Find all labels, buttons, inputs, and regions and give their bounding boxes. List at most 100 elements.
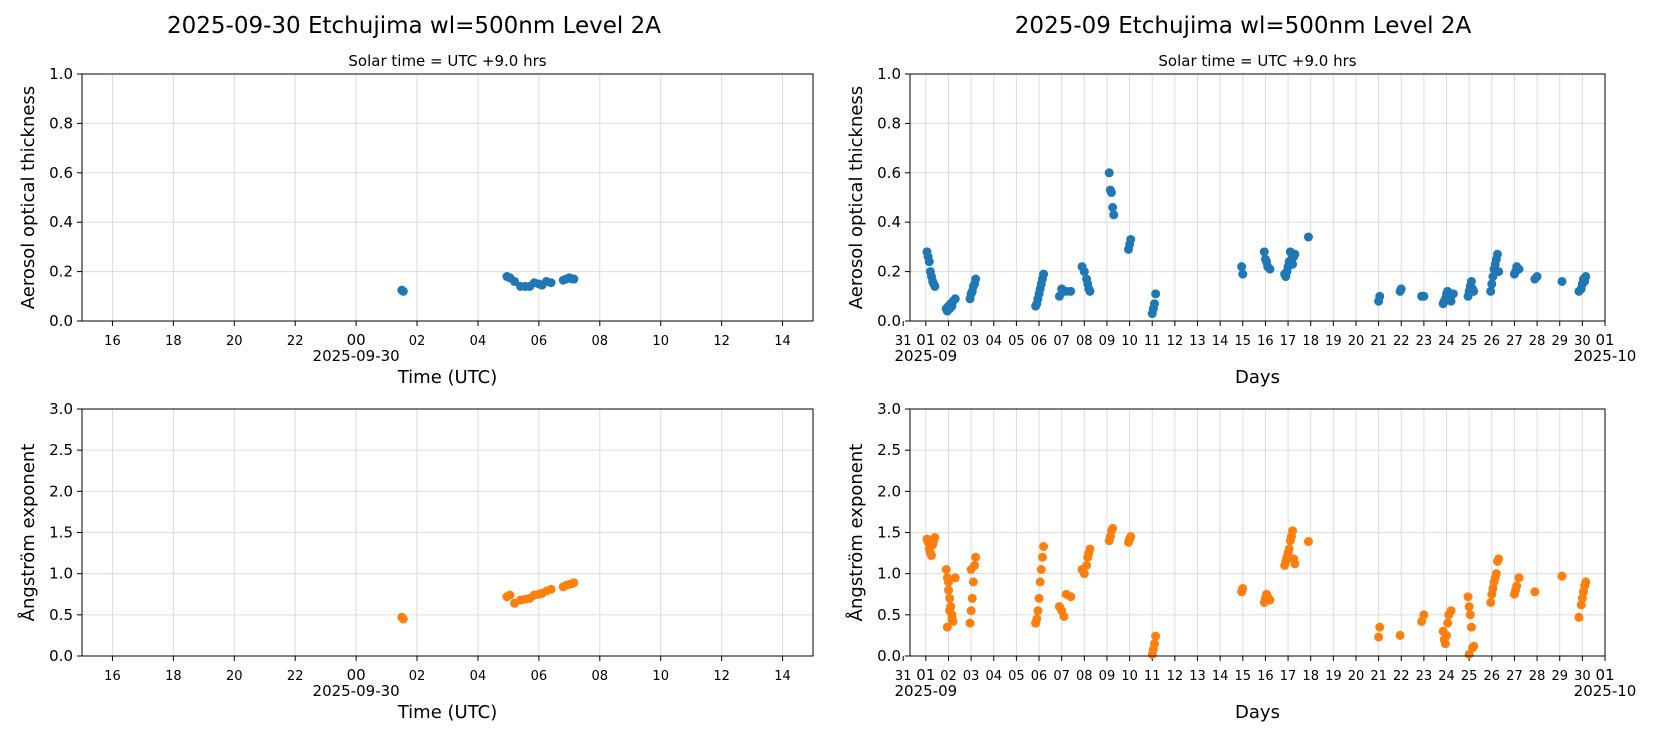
x-tick-label: 11 — [1144, 669, 1161, 684]
data-point — [1151, 631, 1161, 641]
data-point — [1149, 639, 1159, 649]
x-tick-label: 18 — [1302, 669, 1319, 684]
data-point — [1581, 577, 1591, 587]
daily-aot-chart: 16 18 20 22 00 02 04 06 08 10 12 14 0.0 0.2 0.4 0.6 0.8 1… — [18, 52, 814, 388]
x-tick-label: 22 — [287, 334, 304, 349]
data-point — [1581, 272, 1591, 282]
x-tick-label: 22 — [1393, 669, 1410, 684]
data-point — [1374, 632, 1384, 642]
data-point — [1465, 610, 1475, 620]
data-point — [966, 606, 976, 616]
data-point — [942, 622, 952, 632]
x-tick-label: 24 — [1438, 334, 1455, 349]
x-tick-label: 17 — [1280, 334, 1297, 349]
data-point — [1419, 291, 1429, 301]
data-point — [1532, 272, 1542, 282]
data-point — [1375, 622, 1385, 632]
monthly-angstrom-chart: 31 01 02 03 04 05 06 07 08 09 10 11 12 13 14 15 16 17 18 19… — [845, 400, 1636, 723]
y-tick-label: 0.0 — [49, 312, 73, 330]
x-tick-label: 03 — [963, 669, 980, 684]
x-tick-label: 23 — [1416, 669, 1433, 684]
plot-frame — [81, 73, 814, 322]
data-point — [1466, 622, 1476, 632]
x-tick-label: 01 — [916, 666, 935, 684]
y-tick-label: 1.0 — [877, 65, 901, 83]
x-tick-label: 14 — [1212, 334, 1229, 349]
data-point — [950, 573, 960, 583]
data-point — [1106, 188, 1116, 198]
month-end-label: 2025-10 — [1574, 347, 1637, 365]
data-point — [1486, 286, 1496, 296]
data-point — [1487, 279, 1497, 289]
data-point — [945, 606, 955, 616]
chart-panels: 16 18 20 22 00 02 04 06 08 10 12 14 0.0 0.2 0.4 0.6 0.8 1… — [17, 52, 1636, 723]
data-point — [1530, 587, 1540, 597]
x-tick-label: 30 — [1574, 334, 1591, 349]
x-tick-label: 16 — [1257, 669, 1274, 684]
x-tick-label: 13 — [1189, 334, 1206, 349]
data-point — [1079, 569, 1089, 579]
data-point — [546, 584, 556, 594]
x-tick-label: 00 — [347, 666, 366, 684]
x-axis-label: Time (UTC) — [397, 702, 498, 723]
right-figure-title: 2025-09 Etchujima wl=500nm Level 2A — [1015, 13, 1472, 39]
y-axis-label: Ångström exponent — [17, 444, 39, 622]
data-point — [1375, 291, 1385, 301]
data-point — [1303, 537, 1313, 547]
y-tick-label: 0.8 — [49, 114, 73, 132]
x-tick-label: 16 — [104, 669, 121, 684]
x-tick-label: 04 — [985, 334, 1002, 349]
data-point — [398, 286, 408, 296]
x-tick-label: 30 — [1574, 669, 1591, 684]
plot-frame — [81, 408, 814, 657]
data-point — [971, 274, 981, 284]
x-tick-label: 29 — [1551, 334, 1568, 349]
x-tick-label: 06 — [1031, 669, 1048, 684]
data-point — [1126, 532, 1136, 542]
plot-frame — [909, 408, 1606, 657]
x-tick-label: 21 — [1370, 669, 1387, 684]
data-point — [943, 577, 953, 587]
data-point — [1486, 597, 1496, 607]
data-point — [569, 274, 579, 284]
data-point — [924, 257, 934, 267]
x-tick-label: 27 — [1506, 669, 1523, 684]
data-point — [546, 278, 556, 288]
data-point — [1059, 611, 1069, 621]
data-point — [941, 565, 951, 575]
data-point — [1149, 299, 1159, 309]
y-tick-label: 0.4 — [49, 213, 73, 231]
data-point — [1303, 232, 1313, 242]
data-point — [1440, 639, 1450, 649]
data-point — [1464, 649, 1474, 659]
data-point — [1259, 247, 1269, 257]
data-point — [1032, 614, 1042, 624]
data-point — [510, 276, 520, 286]
month-end-label: 2025-10 — [1574, 682, 1637, 700]
month-start-label: 2025-09 — [895, 347, 958, 365]
left-figure-title: 2025-09-30 Etchujima wl=500nm Level 2A — [167, 13, 661, 39]
x-tick-label: 18 — [165, 334, 182, 349]
data-point — [1037, 552, 1047, 562]
x-tick-label: 17 — [1280, 669, 1297, 684]
y-tick-label: 1.5 — [49, 524, 73, 542]
y-tick-label: 0.5 — [49, 606, 73, 624]
data-point — [943, 585, 953, 595]
x-tick-label: 31 — [895, 334, 912, 349]
data-point — [1448, 289, 1458, 299]
data-point — [1265, 595, 1275, 605]
x-tick-label: 10 — [652, 669, 669, 684]
y-tick-label: 1.0 — [49, 565, 73, 583]
x-tick-label: 20 — [1348, 669, 1365, 684]
data-point — [1466, 276, 1476, 286]
y-tick-label: 0.4 — [877, 213, 901, 231]
x-tick-label: 03 — [963, 334, 980, 349]
data-point — [1079, 267, 1089, 277]
data-point — [1494, 554, 1504, 564]
data-point — [945, 593, 955, 603]
x-tick-label: 01 — [1595, 331, 1614, 349]
x-tick-label: 04 — [985, 669, 1002, 684]
y-tick-label: 1.0 — [877, 565, 901, 583]
data-point — [1463, 592, 1473, 602]
data-point — [1151, 289, 1161, 299]
